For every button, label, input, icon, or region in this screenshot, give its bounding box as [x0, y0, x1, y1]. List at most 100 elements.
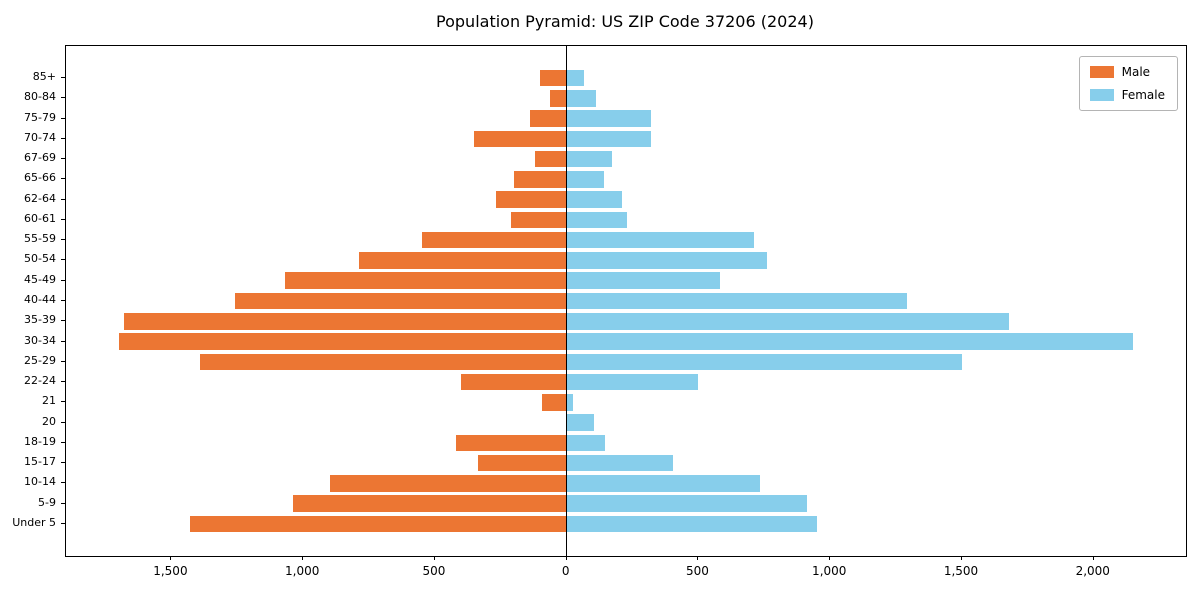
bar-male: [478, 454, 567, 472]
y-axis-label: 15-17: [24, 455, 56, 469]
bar-female: [566, 394, 574, 411]
bar-female: [566, 292, 907, 310]
y-axis-label: 25-29: [24, 353, 56, 367]
bar-male: [461, 373, 567, 391]
y-tick-mark: [61, 279, 65, 281]
y-tick-mark: [61, 523, 65, 524]
bar-male: [358, 252, 567, 269]
bar-female: [566, 150, 612, 168]
y-axis-label: 18-19: [24, 434, 56, 448]
y-tick-mark: [61, 320, 65, 322]
x-axis-label: 500: [686, 564, 709, 578]
y-axis-label: 5-9: [38, 495, 56, 509]
bar-male: [421, 231, 567, 249]
bar-female: [566, 313, 1010, 330]
legend-item-female: Female: [1089, 88, 1165, 102]
bar-female: [566, 272, 720, 289]
x-tick-mark: [565, 556, 567, 560]
bar-female: [566, 454, 674, 472]
y-axis-label: 45-49: [24, 272, 56, 286]
legend-label-male: Male: [1121, 65, 1151, 79]
plot-area: Male Female: [65, 45, 1187, 557]
y-tick-mark: [61, 401, 65, 403]
x-axis-label: 1,500: [943, 564, 979, 578]
bar-male: [511, 211, 567, 229]
bar-female: [566, 110, 652, 127]
x-tick-mark: [1092, 556, 1094, 560]
y-tick-mark: [61, 421, 65, 423]
y-tick-mark: [61, 381, 65, 383]
bar-male: [514, 171, 567, 188]
bar-male: [541, 394, 567, 411]
y-axis-label: 20: [42, 414, 56, 428]
y-axis-label: 10-14: [24, 475, 56, 489]
y-axis-label: 22-24: [24, 374, 56, 388]
y-tick-mark: [61, 300, 65, 301]
y-axis-label: 62-64: [24, 191, 56, 205]
x-tick-mark: [433, 556, 435, 560]
chart-title: Population Pyramid: US ZIP Code 37206 (2…: [436, 12, 814, 31]
bar-female: [566, 495, 807, 512]
bar-female: [566, 211, 628, 229]
legend: Male Female: [1078, 56, 1178, 111]
x-tick-mark: [961, 556, 962, 560]
bar-male: [549, 90, 567, 107]
y-tick-mark: [61, 441, 65, 443]
y-tick-mark: [61, 360, 65, 362]
y-tick-mark: [61, 259, 65, 261]
x-axis-label: 500: [422, 564, 446, 578]
x-tick-mark: [170, 556, 172, 560]
y-tick-mark: [61, 158, 65, 160]
y-axis-label: 65-66: [24, 171, 56, 185]
y-axis-label: 80-84: [24, 90, 56, 104]
bar-female: [566, 414, 595, 431]
x-tick-mark: [697, 556, 699, 560]
x-tick-mark: [302, 556, 304, 560]
legend-item-male: Male: [1089, 65, 1165, 79]
bar-female: [566, 373, 699, 391]
y-tick-mark: [61, 462, 65, 464]
y-axis-label: 75-79: [24, 110, 56, 124]
legend-label-female: Female: [1121, 88, 1165, 102]
bar-male: [118, 333, 567, 350]
bar-male: [529, 110, 567, 127]
y-tick-mark: [61, 198, 65, 200]
y-axis-label: 70-74: [24, 130, 56, 144]
bar-female: [566, 515, 818, 533]
y-axis-label: 21: [42, 394, 56, 408]
bar-female: [566, 191, 623, 208]
bar-female: [566, 231, 754, 249]
y-axis-label: 67-69: [24, 151, 56, 165]
bar-female: [566, 333, 1134, 350]
y-axis-label: 60-61: [24, 211, 56, 225]
y-axis-label: 55-59: [24, 232, 56, 246]
bar-male: [540, 69, 567, 87]
y-tick-mark: [61, 77, 65, 78]
bar-male: [234, 292, 567, 310]
bar-female: [566, 475, 761, 492]
bar-female: [566, 434, 605, 452]
y-tick-mark: [61, 117, 65, 119]
bar-male: [329, 475, 567, 492]
y-axis-label: 85+: [32, 70, 56, 83]
y-tick-mark: [61, 97, 65, 99]
bar-male: [123, 313, 567, 330]
x-tick-mark: [829, 556, 831, 560]
x-axis-label: 1,000: [812, 564, 847, 578]
bar-female: [566, 252, 767, 269]
zero-axis-line: [565, 46, 568, 556]
bar-male: [189, 515, 567, 533]
male-swatch: [1089, 66, 1114, 78]
x-axis-label: 1,500: [153, 564, 188, 578]
y-tick-mark: [61, 178, 65, 180]
bar-female: [566, 353, 962, 371]
y-tick-mark: [61, 502, 65, 504]
bar-male: [284, 272, 567, 289]
female-swatch: [1089, 89, 1114, 101]
y-tick-mark: [61, 340, 65, 342]
y-axis-label: 50-54: [24, 252, 56, 266]
bar-male: [535, 150, 567, 168]
y-tick-mark: [61, 482, 65, 484]
bar-female: [566, 69, 584, 87]
